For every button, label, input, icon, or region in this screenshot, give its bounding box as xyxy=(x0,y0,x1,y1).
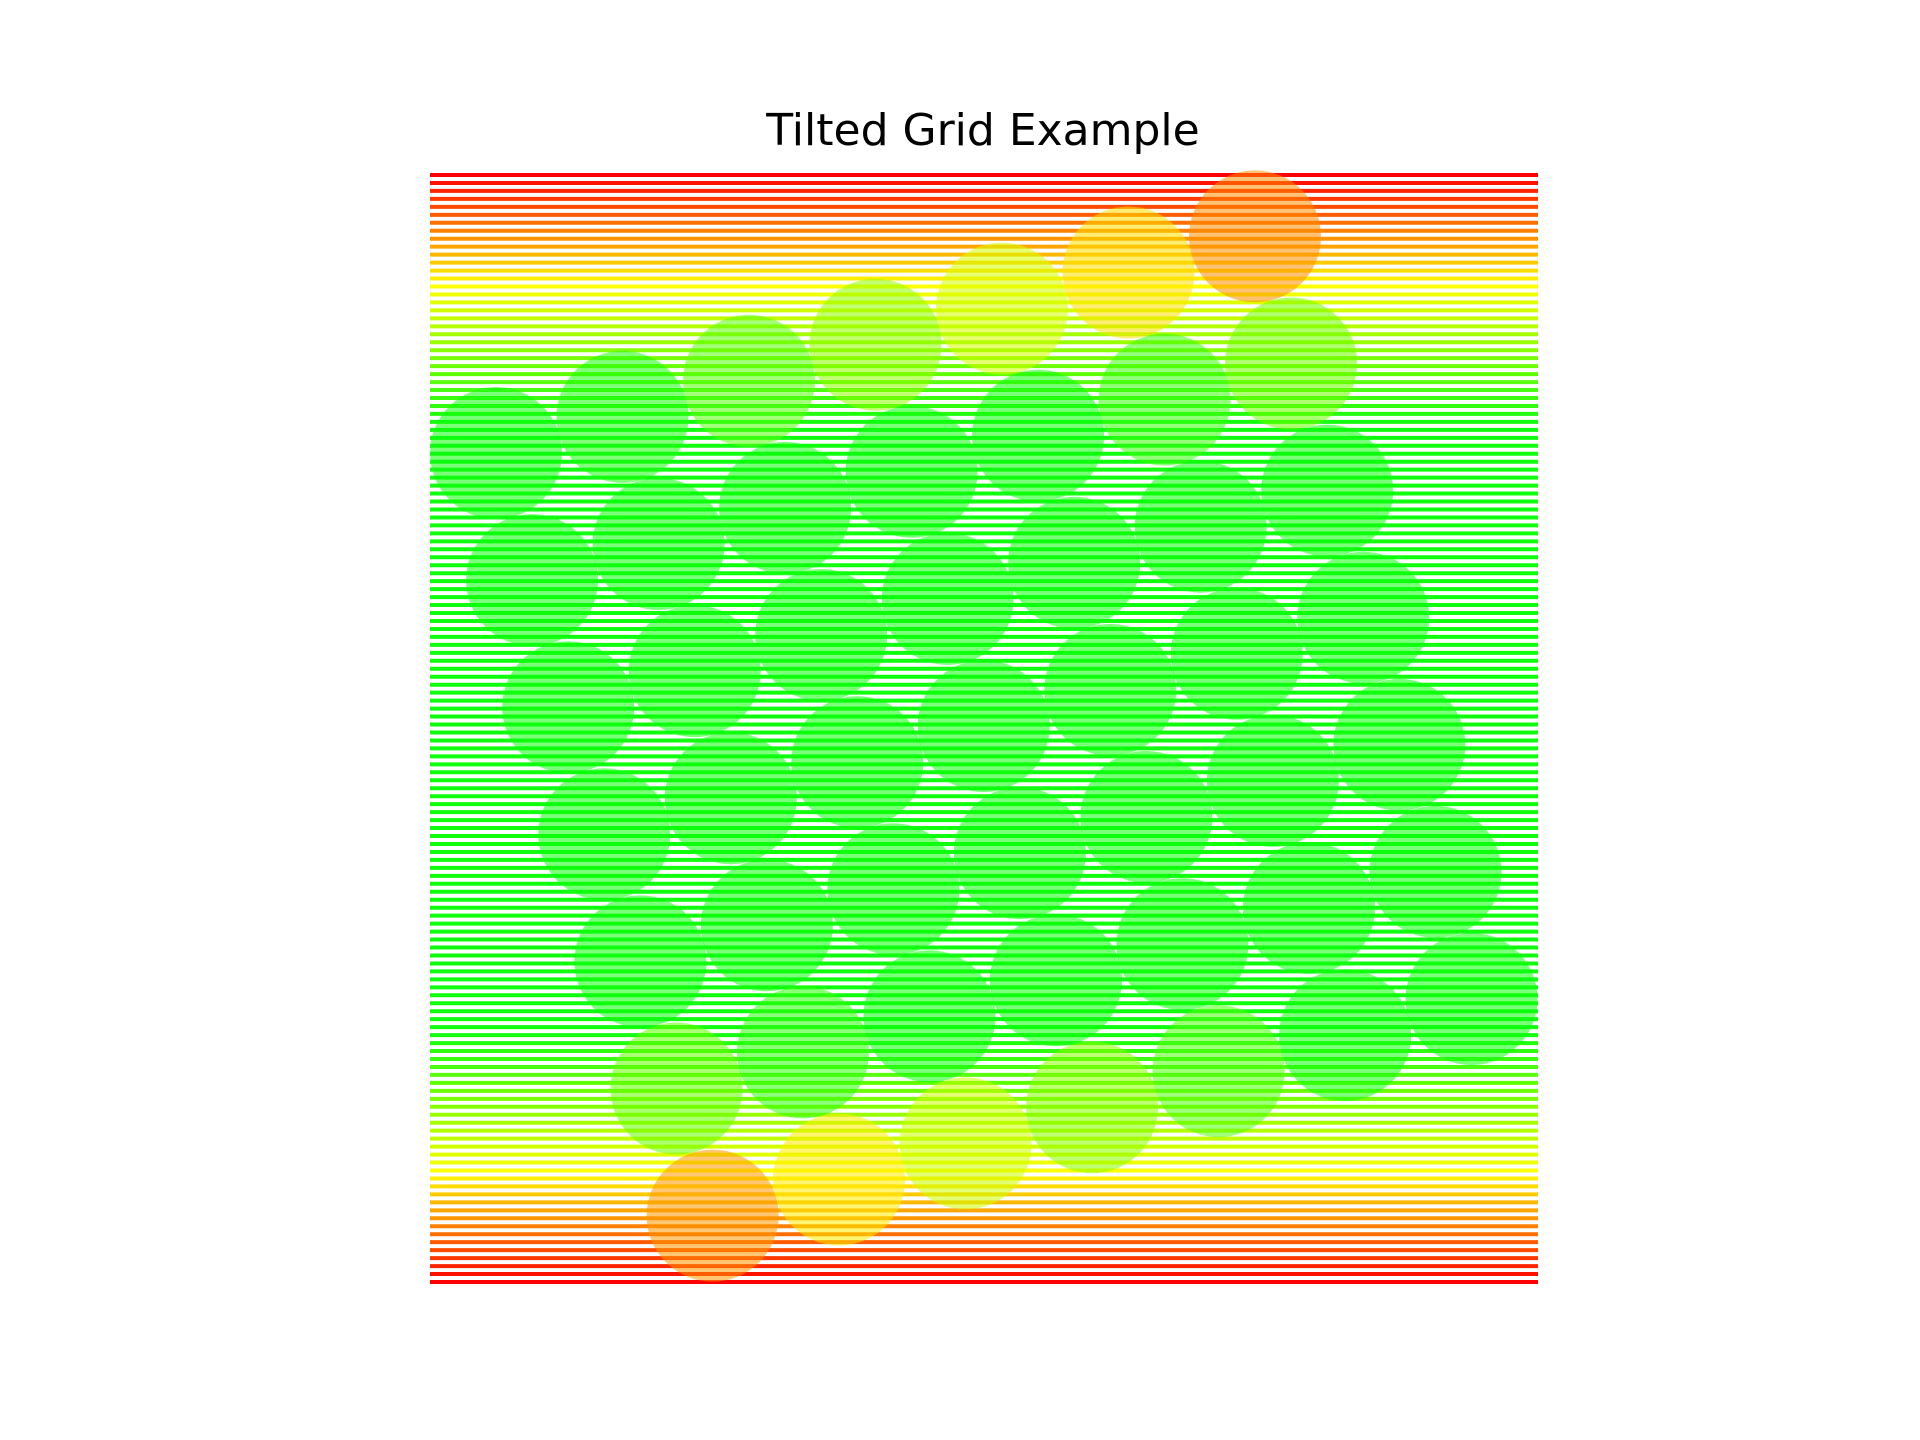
circle xyxy=(574,895,707,1028)
circle xyxy=(899,1077,1032,1210)
circle xyxy=(1008,496,1141,629)
circle xyxy=(1297,551,1430,684)
circle xyxy=(1116,878,1249,1011)
circle xyxy=(1405,933,1538,1065)
circle xyxy=(700,859,833,992)
circle xyxy=(773,1113,906,1246)
circle xyxy=(1044,623,1177,756)
circle xyxy=(628,605,761,738)
circle xyxy=(881,532,1014,665)
circle xyxy=(936,242,1068,375)
circle xyxy=(1098,333,1231,466)
circle xyxy=(466,514,599,647)
circle xyxy=(827,823,960,956)
circle xyxy=(1189,170,1321,303)
circle xyxy=(990,914,1122,1047)
circle xyxy=(791,696,924,829)
circle xyxy=(556,350,689,483)
circle xyxy=(1243,842,1375,974)
circle xyxy=(646,1149,779,1282)
title: Tilted Grid Example xyxy=(765,105,1199,156)
circle xyxy=(430,387,562,519)
circle xyxy=(1026,1041,1159,1174)
circle xyxy=(1225,297,1358,430)
circle xyxy=(1134,460,1267,593)
circle xyxy=(1369,805,1502,938)
circle xyxy=(809,278,942,411)
circle xyxy=(863,950,996,1083)
circle xyxy=(1279,969,1412,1102)
circle xyxy=(683,314,815,447)
circle xyxy=(502,641,635,774)
circle xyxy=(538,768,671,901)
circle xyxy=(664,732,797,865)
circle xyxy=(592,478,725,610)
circle xyxy=(1261,424,1394,557)
circle xyxy=(845,405,978,538)
circle xyxy=(953,787,1086,920)
circle xyxy=(1170,587,1303,720)
circle xyxy=(719,441,852,574)
circle xyxy=(1080,751,1213,883)
circle xyxy=(1206,714,1339,847)
circle xyxy=(917,660,1050,792)
circle xyxy=(1062,206,1195,339)
circle xyxy=(972,369,1105,502)
circle-group xyxy=(430,170,1538,1282)
circle xyxy=(610,1022,743,1155)
circle xyxy=(1333,678,1466,811)
circle xyxy=(737,986,869,1119)
circle xyxy=(1152,1005,1285,1138)
circle xyxy=(755,569,888,701)
